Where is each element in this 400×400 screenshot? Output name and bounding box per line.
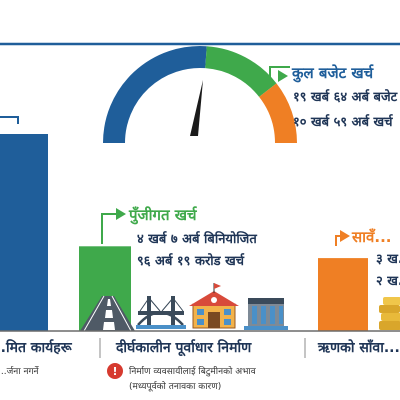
budget-gauge xyxy=(103,46,297,144)
warning-icon-glyph: ! xyxy=(112,365,117,378)
gauge-spent-text: १० खर्ब ५९ अर्ब खर्च xyxy=(293,114,393,130)
gauge-needle xyxy=(190,80,203,136)
warning-line-1: निर्माण व्यवसायीलाई बिटुमीनको अभाव xyxy=(129,365,257,377)
middle-callout-line xyxy=(101,213,118,244)
category-label-1: ...मित कार्यहरू xyxy=(0,339,73,356)
capital-expense-callout: पुँजीगत खर्च ४ खर्ब ७ अर्ब बिनियोजित ९६ … xyxy=(101,206,257,269)
gauge-callout-line xyxy=(255,66,290,77)
gauge-arc-green xyxy=(204,46,277,98)
principal-line1: ३ ख... xyxy=(376,252,400,267)
bridge-icon xyxy=(136,296,186,329)
left-callout-line xyxy=(0,116,19,124)
capital-allocated-text: ४ खर्ब ७ अर्ब बिनियोजित xyxy=(137,231,257,247)
bar-principal xyxy=(318,258,368,331)
orange-arrow-icon xyxy=(276,115,286,127)
warning-note: ! निर्माण व्यवसायीलाई बिटुमीनको अभाव (मध… xyxy=(107,363,257,392)
road-icon xyxy=(80,295,135,332)
middle-arrow-icon xyxy=(116,208,126,220)
category-label-3: ऋणको साँवा... xyxy=(317,339,400,356)
gauge-arc-blue xyxy=(103,46,207,144)
dam-icon xyxy=(244,298,288,330)
capital-expense-title: पुँजीगत खर्च xyxy=(128,206,198,225)
category-label-2: दीर्घकालीन पूर्वाधार निर्माण xyxy=(115,339,252,357)
warning-icon xyxy=(107,363,123,379)
gauge-annotation: कुल बजेट खर्च १९ खर्ब ६४ अर्ब बजेट १० खर… xyxy=(255,64,398,130)
warning-line-2: (मध्यपूर्वको तनावका कारण) xyxy=(129,380,221,392)
capital-spent-text: ९६ अर्ब १९ करोड खर्च xyxy=(137,253,245,269)
gauge-title: कुल बजेट खर्च xyxy=(291,64,375,83)
gauge-arc-orange xyxy=(258,83,297,144)
school-building-icon xyxy=(189,283,239,329)
principal-line2: २ ख... xyxy=(376,274,400,289)
principal-title: सावँ... xyxy=(351,228,391,246)
coin-stack-icon xyxy=(379,297,400,330)
bar-series xyxy=(0,134,368,331)
gauge-budget-text: १९ खर्ब ६४ अर्ब बजेट xyxy=(293,89,398,105)
green-arrow-icon xyxy=(278,70,288,82)
principal-callout: सावँ... ३ ख... २ ख... xyxy=(335,228,400,289)
right-arrow-icon xyxy=(340,230,350,242)
left-sublabel: ...र्जना नगर्ने xyxy=(0,365,40,377)
bar-programs xyxy=(0,134,48,331)
